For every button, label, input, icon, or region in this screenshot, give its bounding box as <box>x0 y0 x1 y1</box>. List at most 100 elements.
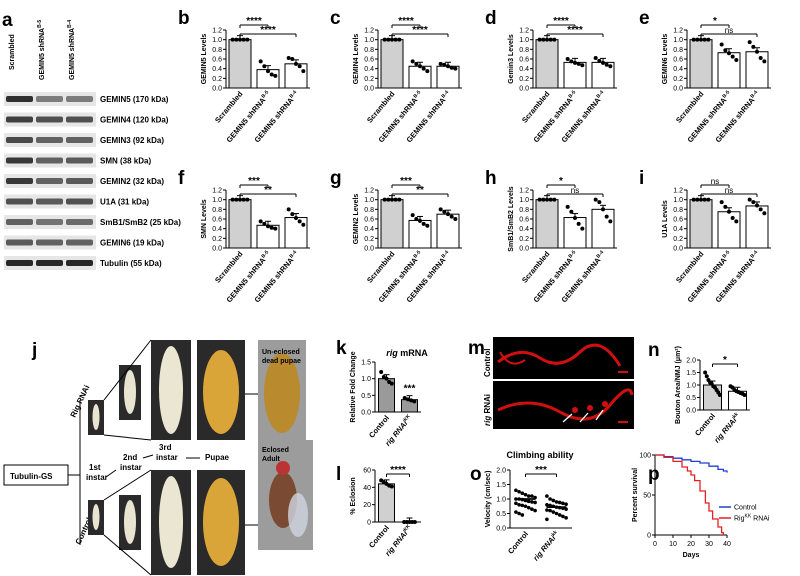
data-point <box>569 209 574 214</box>
chart-title-o: Climbing ability <box>506 450 573 460</box>
data-point <box>389 381 394 386</box>
data-point <box>580 63 585 68</box>
y-tick-label: 0.2 <box>364 76 374 83</box>
y-tick-label: 1.0 <box>361 376 371 383</box>
data-point <box>727 51 731 56</box>
scatter-point <box>551 510 556 514</box>
data-point <box>604 62 609 67</box>
y-tick-label: 0.2 <box>519 76 529 83</box>
data-point <box>695 37 700 42</box>
blot-band <box>6 116 33 123</box>
scatter-point <box>526 494 531 498</box>
data-point <box>412 399 417 404</box>
data-point <box>719 42 724 47</box>
data-point <box>541 37 546 42</box>
y-tick-label: 50 <box>643 493 651 500</box>
bar-d-0 <box>535 39 559 89</box>
nmj-control-trace <box>497 343 622 367</box>
blot-band-label: SMN (38 kDa) <box>100 157 151 166</box>
y-tick-label: 1.5 <box>686 370 696 377</box>
y-tick-label: 20 <box>363 502 371 509</box>
blot-band <box>36 96 63 102</box>
significance-label: **** <box>260 25 276 36</box>
scatter-point <box>526 499 531 504</box>
stage-pupae: Pupae <box>205 453 230 462</box>
data-point <box>453 66 458 71</box>
scatter-point <box>561 501 565 506</box>
zoom-line-2 <box>103 434 152 441</box>
eclosed-label-2: Adult <box>262 456 281 463</box>
fly-eye-icon <box>276 461 290 475</box>
data-point <box>241 197 246 202</box>
bar-e-0 <box>689 39 713 89</box>
arrow-icon-1 <box>562 413 573 423</box>
chart-o: 0.0 0.5 1.0 1.5 2.0 Control rig RNAikk Velocity… <box>485 465 572 563</box>
scatter-point <box>514 510 518 514</box>
data-point <box>266 69 270 74</box>
data-point <box>608 64 613 69</box>
blot-band <box>6 157 33 164</box>
panel-label-f: f <box>178 168 185 189</box>
data-point <box>758 207 763 212</box>
data-point <box>601 60 605 65</box>
blot-band <box>6 219 33 225</box>
y-tick-label: 0.4 <box>519 66 529 73</box>
data-point <box>297 219 302 224</box>
scatter-point <box>545 508 549 512</box>
data-point <box>446 64 450 69</box>
uneclosed-label-2: dead pupae <box>262 358 301 365</box>
significance-label: ** <box>416 185 424 196</box>
blot-band <box>66 116 93 123</box>
data-point <box>573 60 577 65</box>
scatter-point <box>561 514 565 519</box>
y-tick-label: 1.0 <box>519 197 529 204</box>
data-point <box>412 520 417 524</box>
pupa-rig-icon <box>203 350 239 434</box>
data-point <box>569 59 574 64</box>
panel-m: m Control rig RNAi <box>468 337 634 429</box>
data-point <box>266 224 270 229</box>
y-tick-label: 1.2 <box>364 188 374 195</box>
y-tick-label: 0.4 <box>673 66 683 73</box>
significance-label: *** <box>400 176 412 187</box>
y-tick-label: 0.6 <box>673 217 683 224</box>
bouton-1 <box>572 407 578 413</box>
blot-band-label: SmB1/SmB2 (25 kDa) <box>100 218 181 227</box>
panel-label-g: g <box>330 168 342 189</box>
scatter-point <box>523 492 528 497</box>
data-point <box>604 214 609 219</box>
scatter-point <box>520 513 525 517</box>
data-point <box>597 58 602 63</box>
data-point <box>241 37 246 42</box>
data-point <box>438 207 443 212</box>
data-point <box>294 61 298 66</box>
zoom-line-3 <box>103 469 152 501</box>
significance-label: **** <box>390 465 406 476</box>
data-point <box>269 72 274 77</box>
y-tick-label: 1.2 <box>212 28 222 35</box>
blot-band-label: GEMIN2 (32 kDa) <box>100 177 164 186</box>
y-tick-label: 0.0 <box>519 86 529 93</box>
larva-ctrl-2nd-icon <box>124 500 136 544</box>
stage-1st-instar: instar <box>86 473 108 482</box>
data-point <box>234 37 239 42</box>
scatter-point <box>548 497 552 501</box>
data-point <box>537 37 542 42</box>
svg-text:U1A Levels: U1A Levels <box>662 200 669 238</box>
blot-band <box>66 260 93 266</box>
panel-label-a: a <box>2 10 13 31</box>
data-point <box>390 197 394 202</box>
larva-ctrl-3rd-icon <box>159 476 183 568</box>
y-tick-label: 0.8 <box>212 47 222 54</box>
svg-text:Relative Fold Change: Relative Fold Change <box>350 351 357 422</box>
y-tick-label: 0.2 <box>673 236 683 243</box>
y-tick-label: 0.6 <box>673 57 683 64</box>
y-tick-label: 1.2 <box>364 28 374 35</box>
svg-text:Velocity (cm/sec): Velocity (cm/sec) <box>485 471 492 528</box>
data-point <box>703 370 708 375</box>
larva-rig-2nd-icon <box>124 370 136 414</box>
blot-band <box>66 198 93 205</box>
